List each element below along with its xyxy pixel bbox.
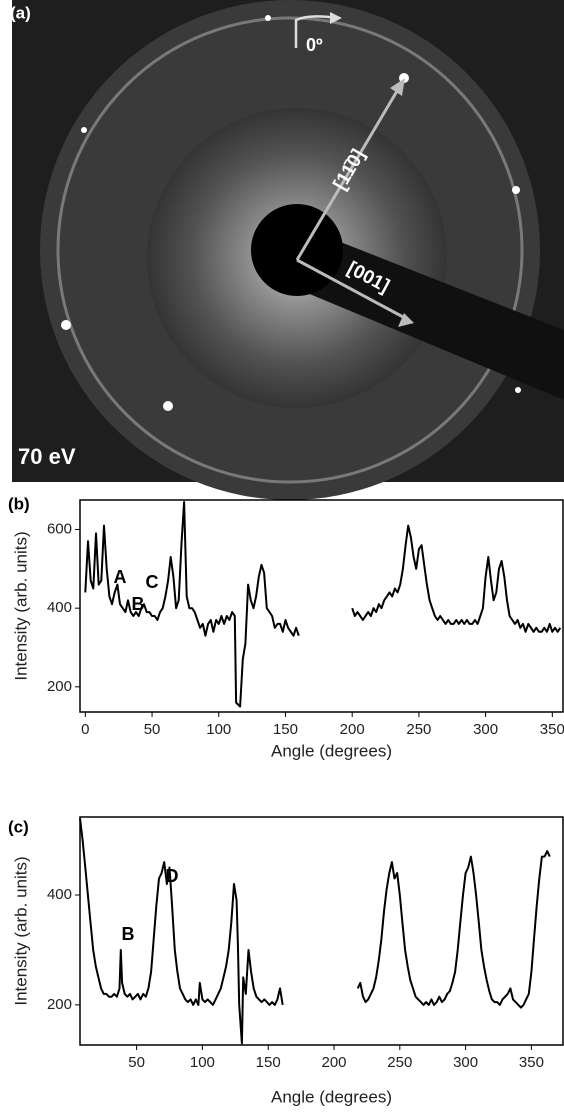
leed-image: (a) 0º [11̄0] [001] 70 eV	[10, 0, 564, 500]
x-axis-label: Angle (degrees)	[271, 741, 392, 760]
panel-label: (c)	[8, 817, 29, 836]
x-tick-label: 50	[128, 1054, 145, 1071]
peak-annotation: C	[146, 572, 159, 592]
y-axis-label: Intensity (arb. units)	[11, 856, 30, 1005]
x-axis-label: Angle (degrees)	[271, 1087, 392, 1106]
y-tick-label: 400	[47, 886, 72, 903]
x-tick-label: 350	[519, 1054, 544, 1071]
y-axis-label: Intensity (arb. units)	[11, 531, 30, 680]
data-line	[79, 817, 551, 1045]
plot-frame	[79, 816, 564, 1046]
data-line	[84, 501, 562, 708]
x-tick-label: 300	[453, 1054, 478, 1071]
plot-frame	[79, 499, 564, 713]
x-tick-label: 250	[406, 721, 431, 738]
x-tick-label: 150	[256, 1054, 281, 1071]
x-tick-label: 350	[540, 721, 564, 738]
y-tick-label: 600	[47, 520, 72, 537]
rotation-label: 0º	[306, 35, 323, 55]
peak-annotation: B	[122, 924, 135, 944]
x-tick-label: 250	[387, 1054, 412, 1071]
x-tick-label: 50	[144, 721, 161, 738]
peak-annotation: D	[166, 866, 179, 886]
peak-annotation: A	[114, 567, 127, 587]
y-tick-label: 200	[47, 996, 72, 1013]
panel-label: (a)	[10, 3, 31, 22]
panel-label: (b)	[8, 494, 30, 513]
peak-annotation: B	[132, 594, 145, 614]
x-tick-label: 200	[321, 1054, 346, 1071]
x-tick-label: 150	[273, 721, 298, 738]
x-tick-label: 100	[190, 1054, 215, 1071]
energy-label: 70 eV	[18, 444, 76, 469]
x-tick-label: 100	[206, 721, 231, 738]
y-tick-label: 400	[47, 599, 72, 616]
y-tick-label: 200	[47, 678, 72, 695]
x-tick-label: 0	[81, 721, 89, 738]
x-tick-label: 200	[340, 721, 365, 738]
x-tick-label: 300	[473, 721, 498, 738]
